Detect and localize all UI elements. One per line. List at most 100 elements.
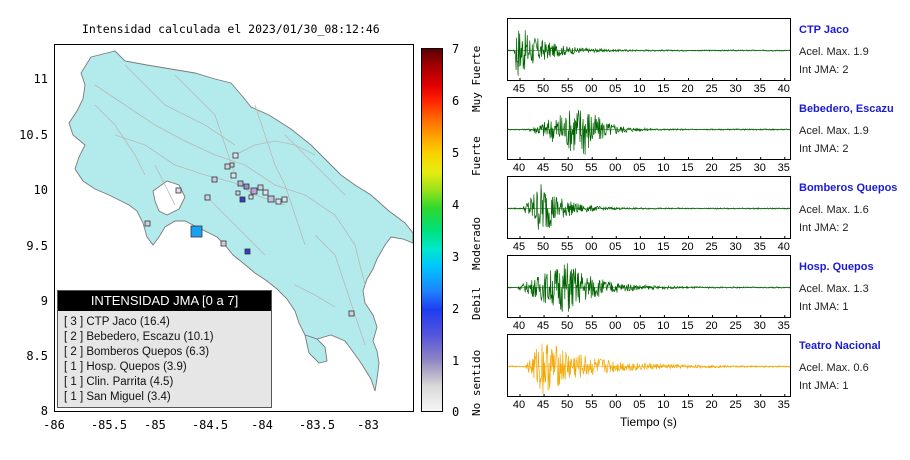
time-tick-label: 45	[512, 241, 526, 253]
time-tick-label: 55	[585, 162, 598, 174]
time-tick-label: 05	[609, 83, 622, 95]
waveform-plot	[508, 110, 790, 159]
waveform-plot	[508, 263, 790, 317]
time-tick-label: 00	[585, 83, 598, 95]
time-tick-label: 35	[777, 399, 790, 411]
time-tick-label: 25	[729, 320, 742, 332]
time-tick-label: 10	[657, 399, 670, 411]
time-tick-label: 45	[512, 83, 526, 95]
lat-tick: 8	[40, 404, 48, 418]
colorbar-label: Muy Fuerte	[470, 45, 483, 112]
time-tick-label: 50	[561, 399, 574, 411]
station-name: Hosp. Quepos	[799, 261, 874, 273]
time-tick-label: 45	[536, 399, 550, 411]
time-tick-label: 05	[609, 241, 622, 253]
colorbar-tick: 3	[452, 250, 460, 264]
waveform-signal	[508, 263, 790, 312]
time-tick-label: 05	[633, 320, 646, 332]
time-tick-label: 00	[609, 399, 622, 411]
time-tick-label: 50	[536, 83, 550, 95]
time-tick-label: 10	[633, 241, 646, 253]
time-tick-label: 10	[633, 83, 646, 95]
waveform-trace[interactable]	[507, 334, 791, 397]
lat-tick: 10.5	[19, 128, 48, 142]
station-markers	[144, 152, 355, 317]
time-tick-label: 10	[657, 162, 670, 174]
time-tick-label: 05	[633, 162, 646, 174]
time-tick-label: 00	[609, 320, 622, 332]
time-tick-label: 35	[777, 320, 790, 332]
time-tick-label: 30	[753, 162, 766, 174]
time-tick-label: 20	[705, 399, 718, 411]
colorbar-tick: 0	[452, 405, 460, 419]
lon-tick: -83.5	[298, 418, 336, 432]
waveform-trace[interactable]	[507, 97, 791, 160]
legend-item: [ 1 ] Clin. Parrita (4.5)	[64, 376, 174, 388]
time-tick-label: 40	[512, 399, 526, 411]
time-tick-label: 25	[705, 241, 718, 253]
intensity-legend: INTENSIDAD JMA [0 a 7] [ 3 ] CTP Jaco (1…	[57, 290, 272, 408]
epicenter-marker	[190, 225, 203, 238]
lon-tick: -84.5	[191, 418, 229, 432]
time-tick-label: 40	[777, 241, 790, 253]
waveform-trace[interactable]	[507, 255, 791, 318]
station-jma-intensity: Int JMA: 1	[799, 380, 849, 392]
time-tick-label: 30	[753, 399, 766, 411]
time-tick-label: 35	[777, 162, 790, 174]
time-tick-label: 20	[681, 241, 694, 253]
time-tick-label: 15	[681, 399, 694, 411]
station-max-accel: Acel. Max. 1.9	[799, 125, 869, 137]
lat-tick: 9.5	[26, 239, 48, 253]
time-tick-label: 55	[585, 399, 598, 411]
station-jma-intensity: Int JMA: 2	[799, 222, 849, 234]
station-jma-intensity: Int JMA: 2	[799, 143, 849, 155]
legend-item: [ 1 ] Hosp. Quepos (3.9)	[64, 361, 187, 373]
station-max-accel: Acel. Max. 1.9	[799, 46, 869, 58]
time-tick-label: 50	[536, 241, 550, 253]
costa-rica-landmass	[68, 50, 413, 392]
legend-item: [ 2 ] Bebedero, Escazu (10.1)	[64, 331, 214, 343]
time-tick-label: 15	[657, 83, 670, 95]
time-tick-label: 30	[729, 83, 742, 95]
colorbar-label: Moderado	[470, 217, 483, 270]
station-jma-intensity: Int JMA: 1	[799, 301, 849, 313]
colorbar-label: Fuerte	[470, 136, 483, 176]
waveform-trace[interactable]	[507, 176, 791, 239]
time-tick-label: 20	[705, 320, 718, 332]
station-name: CTP Jaco	[799, 24, 849, 36]
time-tick-label: 15	[681, 162, 694, 174]
time-tick-label: 20	[681, 83, 694, 95]
station-name: Bebedero, Escazu	[799, 103, 894, 115]
time-tick-label: 35	[753, 83, 766, 95]
station-name: Teatro Nacional	[799, 340, 881, 352]
time-tick-label: 55	[585, 320, 598, 332]
time-tick-label: 05	[633, 399, 646, 411]
colorbar-tick: 4	[452, 198, 460, 212]
legend-item: [ 2 ] Bomberos Quepos (6.3)	[64, 346, 210, 358]
time-tick-label: 55	[561, 83, 574, 95]
map-title: Intensidad calculada el 2023/01/30_08:12…	[82, 22, 380, 36]
colorbar-label: Debil	[470, 286, 483, 320]
time-tick-label: 25	[729, 162, 742, 174]
waveform-signal	[508, 343, 790, 394]
time-tick-label: 45	[536, 162, 550, 174]
time-tick-label: 50	[561, 162, 574, 174]
map-canvas	[68, 50, 413, 392]
legend-item: [ 3 ] CTP Jaco (16.4)	[64, 316, 170, 328]
time-tick-label: 25	[729, 399, 742, 411]
time-tick-label: 45	[536, 320, 550, 332]
legend-title: INTENSIDAD JMA [0 a 7]	[58, 291, 271, 311]
waveform-trace[interactable]	[507, 18, 791, 81]
time-tick-label: 15	[657, 241, 670, 253]
legend-item: [ 1 ] San Miguel (3.4)	[64, 391, 171, 403]
lat-tick: 8.5	[26, 349, 48, 363]
road-network	[94, 64, 366, 346]
time-tick-label: 50	[561, 320, 574, 332]
waveform-signal	[508, 30, 790, 76]
lon-tick: -84	[251, 418, 273, 432]
colorbar-tick: 7	[452, 42, 460, 56]
lat-tick: 11	[33, 72, 48, 86]
lon-tick: -85	[144, 418, 166, 432]
time-tick-label: 00	[609, 162, 622, 174]
waveform-plot	[508, 184, 790, 238]
